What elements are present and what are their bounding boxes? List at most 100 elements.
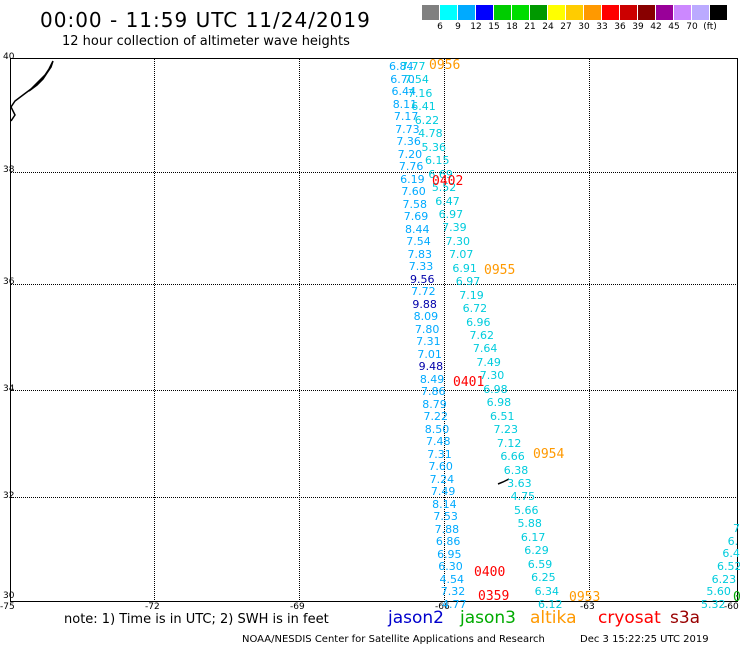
wave-height-value: 5.60	[706, 585, 731, 599]
credit-date: Dec 3 15:22:25 UTC 2019	[580, 634, 709, 645]
credit-text: NOAA/NESDIS Center for Satellite Applica…	[242, 634, 545, 645]
scale-label: 39	[632, 22, 644, 32]
satellite-jason3: jason3	[460, 608, 516, 628]
scale-label: (ft)	[703, 22, 717, 32]
wave-height-value: 7.23	[493, 423, 518, 437]
wave-height-value: 7.69	[403, 210, 429, 224]
wave-height-value: 7	[733, 522, 740, 535]
wave-height-value: 6.22	[414, 113, 440, 127]
wave-height-value: 7.36	[396, 135, 421, 149]
lon-label: -69	[290, 602, 305, 612]
lat-label: 34	[3, 384, 15, 394]
time-stamp: 0401	[453, 375, 485, 390]
scale-swatch	[710, 5, 727, 20]
wave-height-value: 7.19	[459, 288, 484, 302]
wave-height-value: 7.80	[414, 322, 440, 336]
wave-height-value: 7.60	[428, 460, 453, 474]
wave-height-value: 8.44	[405, 222, 430, 236]
wave-height-value: 6.97	[438, 207, 464, 221]
wave-height-value: 7.76	[398, 160, 424, 174]
map-plot-area	[10, 58, 738, 602]
wave-height-value: 4.54	[439, 572, 465, 586]
satellite-cryosat: cryosat	[598, 608, 661, 628]
lon-label: -66	[435, 602, 450, 612]
wave-height-value: 5.52	[431, 181, 457, 195]
scale-label: 18	[506, 22, 518, 32]
scale-swatch	[494, 5, 511, 20]
lat-label: 30	[3, 591, 15, 601]
time-stamp: 0400	[474, 565, 506, 580]
wave-height-value: 6.19	[400, 172, 425, 186]
scale-label: 15	[488, 22, 500, 32]
wave-height-value: 6.34	[534, 584, 560, 598]
scale-swatch	[458, 5, 475, 20]
wave-height-value: 5.66	[514, 503, 539, 517]
scale-label: 9	[455, 22, 461, 32]
wave-height-value: 7.33	[408, 260, 434, 274]
wave-height-value: 7.31	[416, 335, 441, 349]
wave-height-value: 8.79	[422, 397, 447, 411]
scale-label: 30	[578, 22, 590, 32]
lon-label: -72	[145, 602, 160, 612]
time-stamp: 0956	[429, 58, 461, 73]
scale-label: 33	[596, 22, 608, 32]
scale-swatch	[692, 5, 709, 20]
wave-height-value: 7.01	[417, 347, 442, 361]
grid-line-lat	[10, 497, 738, 498]
wave-height-value: 6.12	[538, 598, 563, 611]
scale-swatch	[602, 5, 619, 20]
wave-height-value: 7.17	[393, 110, 419, 124]
scale-swatch	[476, 5, 493, 20]
wave-height-value: 7.86	[421, 385, 446, 399]
wave-height-value: 6.30	[438, 560, 463, 574]
wave-height-value: 7.30	[445, 234, 471, 248]
grid-line-lat	[10, 172, 738, 173]
wave-height-value: 7.20	[397, 147, 423, 161]
grid-line-lon	[154, 58, 155, 602]
wave-height-value: 3.63	[507, 476, 532, 490]
time-stamp: 0402	[432, 174, 464, 189]
scale-swatch	[566, 5, 583, 20]
map-title: 00:00 - 11:59 UTC 11/24/2019	[40, 8, 371, 32]
wave-height-value: 6.44	[391, 85, 416, 99]
grid-line-lat	[10, 284, 738, 285]
wave-height-value: 7.58	[402, 197, 428, 211]
scale-label: 27	[560, 22, 572, 32]
wave-height-value: 8.09	[413, 310, 439, 324]
wave-height-value: 7.54	[406, 235, 431, 249]
wave-height-value: 4.77	[442, 598, 467, 611]
time-stamp: 0955	[484, 263, 516, 278]
scale-swatch	[620, 5, 637, 20]
wave-height-value: 7.54	[404, 73, 429, 87]
wave-height-value: 7.16	[407, 86, 433, 100]
wave-height-value: 6.91	[452, 261, 477, 275]
wave-height-value: 6.69	[428, 167, 453, 181]
wave-height-value: 7.22	[423, 410, 449, 424]
wave-height-value: 6.97	[455, 275, 481, 289]
scale-label: 12	[470, 22, 482, 32]
wave-height-value: 7.73	[395, 122, 420, 136]
wave-height-value: 6.15	[424, 154, 450, 168]
wave-height-value: 6.41	[411, 100, 436, 114]
scale-swatch	[548, 5, 565, 20]
lon-label: -63	[580, 602, 595, 612]
scale-swatch	[584, 5, 601, 20]
wave-height-value: 6.40	[722, 547, 740, 561]
map-subtitle: 12 hour collection of altimeter wave hei…	[62, 34, 350, 49]
wave-height-value: 9.48	[418, 360, 444, 374]
lat-label: 40	[3, 52, 15, 62]
wave-height-value: 7.62	[469, 329, 495, 342]
wave-height-value: 7.64	[472, 342, 498, 356]
wave-height-value: 7.83	[407, 247, 432, 261]
scale-label: 6	[437, 22, 443, 32]
scale-label: 45	[668, 22, 680, 32]
wave-height-value: 6.38	[503, 463, 529, 477]
wave-height-value: 6.59	[527, 557, 553, 571]
wave-height-value: 6.95	[437, 547, 462, 561]
note-text: note: 1) Time is in UTC; 2) SWH is in fe…	[64, 612, 329, 627]
satellite-jason2: jason2	[388, 608, 444, 628]
lon-label: -60	[724, 602, 739, 612]
wave-height-value: 7.53	[433, 510, 458, 524]
wave-height-value: 7.60	[401, 185, 426, 199]
wave-height-value: 6.98	[486, 396, 512, 410]
